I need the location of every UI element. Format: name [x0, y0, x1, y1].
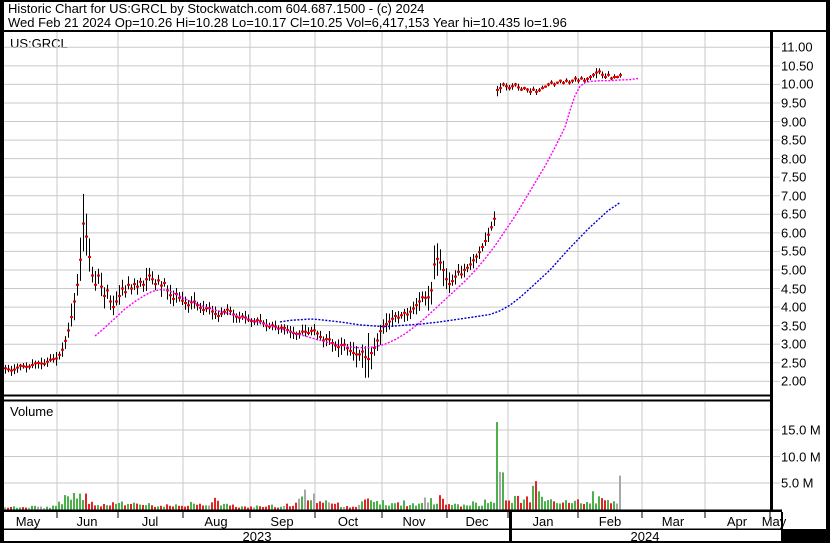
month-label: Sep — [270, 514, 294, 529]
month-label: Oct — [337, 514, 359, 529]
price-tick-label: 4.50 — [781, 281, 807, 297]
month-label: Jul — [141, 514, 159, 529]
price-tick-label: 4.00 — [781, 299, 807, 315]
price-tick-label: 11.00 — [781, 39, 813, 55]
price-tick-label: 10.50 — [781, 58, 814, 74]
price-tick-label: 7.00 — [781, 188, 807, 204]
month-label: Aug — [204, 514, 228, 529]
price-tick-label: 3.50 — [781, 318, 807, 334]
price-tick-label: 2.50 — [781, 355, 807, 371]
month-label: May — [761, 514, 787, 529]
price-tick-label: 10.00 — [781, 76, 814, 92]
month-label: Nov — [402, 514, 426, 529]
price-tick-label: 6.50 — [781, 206, 807, 222]
volume-tick-label: 15.0 M — [781, 422, 821, 438]
month-label: Apr — [726, 514, 748, 529]
volume-chart-plot[interactable] — [4, 402, 770, 510]
month-label: Feb — [598, 514, 622, 529]
title-bar: Historic Chart for US:GRCL by Stockwatch… — [4, 2, 826, 30]
month-label: Jan — [532, 514, 554, 529]
price-tick-label: 7.50 — [781, 169, 807, 185]
quote-summary-line: Wed Feb 21 2024 Op=10.26 Hi=10.28 Lo=10.… — [8, 15, 567, 30]
chart-title: Historic Chart for US:GRCL by Stockwatch… — [8, 1, 425, 16]
price-tick-label: 5.50 — [781, 243, 807, 259]
year-row-background — [4, 529, 782, 541]
price-chart-plot[interactable] — [4, 32, 770, 394]
price-tick-label: 8.50 — [781, 132, 807, 148]
year-label: 2023 — [242, 529, 272, 543]
month-label: Jun — [76, 514, 98, 529]
year-label: 2024 — [630, 529, 660, 543]
price-tick-label: 9.50 — [781, 95, 807, 111]
volume-panel-label: Volume — [10, 404, 54, 419]
volume-tick-label: 5.0 M — [781, 475, 814, 491]
price-tick-label: 2.00 — [781, 373, 807, 389]
price-tick-label: 5.00 — [781, 262, 807, 278]
price-tick-label: 6.00 — [781, 225, 807, 241]
month-label: Mar — [661, 514, 685, 529]
volume-tick-label: 10.0 M — [781, 449, 821, 464]
price-tick-label: 3.00 — [781, 336, 807, 352]
month-label: May — [15, 514, 41, 529]
price-tick-label: 9.00 — [781, 114, 807, 130]
month-label: Dec — [465, 514, 489, 529]
price-tick-label: 8.00 — [781, 151, 807, 167]
